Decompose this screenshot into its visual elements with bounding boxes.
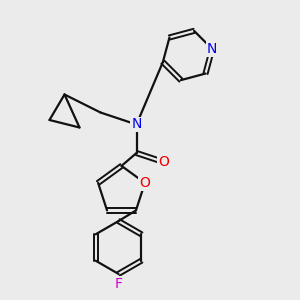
Text: N: N bbox=[207, 42, 217, 56]
Text: O: O bbox=[158, 155, 169, 169]
Text: N: N bbox=[131, 118, 142, 131]
Text: F: F bbox=[115, 277, 122, 290]
Text: O: O bbox=[140, 176, 150, 190]
